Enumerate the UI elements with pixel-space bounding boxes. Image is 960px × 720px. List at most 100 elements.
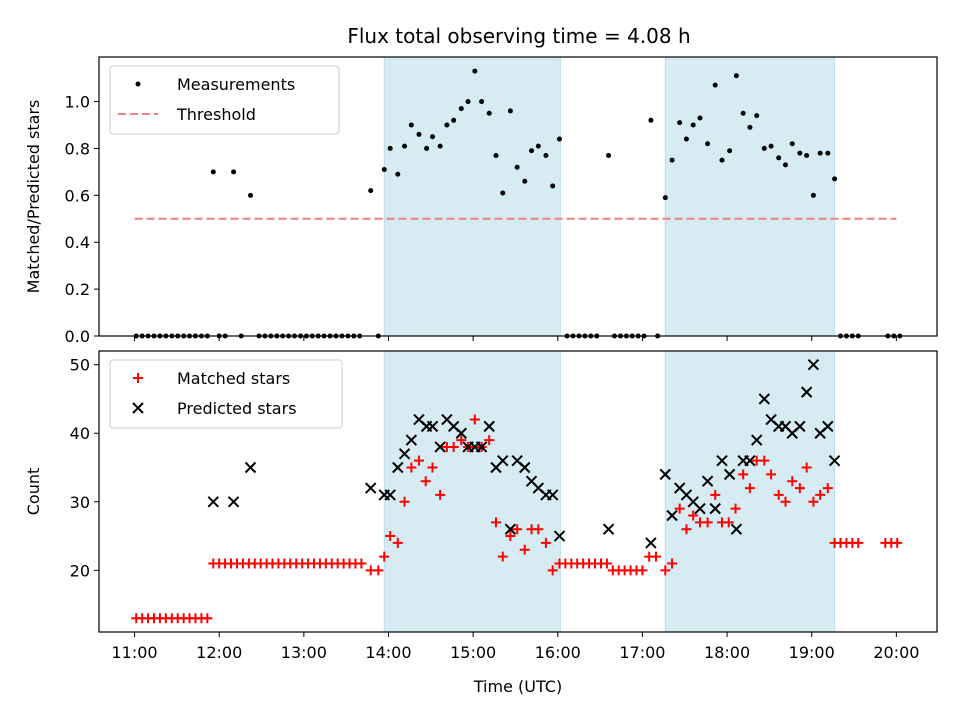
matched-star-point: [688, 510, 699, 521]
matched-star-point: [681, 524, 692, 535]
x-tick-label: 16:00: [535, 643, 581, 662]
predicted-star-point: [475, 441, 488, 453]
predicted-star-point: [392, 461, 404, 474]
matched-star-point: [794, 483, 805, 494]
matched-star-point: [373, 565, 384, 576]
measurement-point: [733, 73, 739, 79]
matched-star-point: [667, 558, 678, 569]
matched-star-point: [787, 476, 798, 487]
x-tick-label: 15:00: [450, 643, 496, 662]
matched-star-point: [448, 441, 459, 452]
measurement-point: [424, 145, 430, 151]
matched-star-point: [413, 455, 424, 466]
measurement-point: [529, 148, 535, 154]
measurement-point: [776, 155, 782, 161]
measurement-point: [543, 152, 549, 158]
matched-star-point: [892, 537, 903, 548]
predicted-star-point: [553, 530, 566, 542]
predicted-star-point: [207, 496, 219, 508]
legend-label: Matched stars: [177, 369, 290, 388]
matched-star-point: [399, 496, 410, 507]
measurement-point: [479, 99, 485, 105]
x-tick-label: 20:00: [873, 643, 919, 662]
predicted-star-point: [455, 427, 467, 439]
x-tick-label: 17:00: [619, 643, 665, 662]
measurement-point: [514, 164, 520, 170]
predicted-star-point: [730, 523, 743, 535]
matched-star-point: [773, 489, 784, 500]
predicted-star-point: [497, 454, 509, 467]
matched-star-point: [744, 483, 755, 494]
matched-star-point: [427, 462, 438, 473]
legend-label: Measurements: [177, 75, 295, 94]
measurement-point: [402, 143, 408, 149]
matched-star-point: [710, 489, 721, 500]
matched-star-point: [660, 565, 671, 576]
top-panel: 0.0 0.2 0.4 0.6 0.8 1.0 Matched/Predicted star…: [24, 56, 938, 346]
matched-star-point: [702, 517, 713, 528]
legend: Matched stars Predicted stars: [109, 359, 343, 429]
predicted-star-point: [701, 475, 714, 487]
measurement-point: [797, 150, 803, 156]
measurement-point: [444, 122, 450, 128]
measurement-point: [832, 176, 838, 182]
x-tick-label: 11:00: [111, 643, 157, 662]
legend-box: [109, 65, 340, 135]
measurement-point: [683, 136, 689, 142]
matched-star-point: [853, 537, 864, 548]
measurement-point: [472, 68, 478, 74]
bottom-panel: 20 30 40 50 11:00 12:00 13:00 14:00 15:00 16:00 17…: [24, 350, 938, 696]
measurement-point: [416, 131, 422, 137]
matched-star-point: [356, 558, 367, 569]
measurement-point: [556, 136, 562, 142]
y-axis-label: Count: [24, 468, 43, 516]
y-tick-label: 50: [70, 356, 90, 375]
matched-star-point: [385, 531, 396, 542]
predicted-star-point: [716, 454, 728, 467]
shaded-region-1: [383, 56, 561, 337]
measurement-point: [719, 157, 725, 163]
measurement-point: [789, 141, 795, 147]
measurement-point: [810, 192, 816, 198]
matched-star-point: [723, 517, 734, 528]
measurement-point: [817, 150, 823, 156]
predicted-star-point: [546, 489, 559, 501]
measurement-point: [761, 145, 767, 151]
measurement-point: [782, 162, 788, 168]
predicted-star-point: [723, 468, 736, 481]
y-tick-label: 0.6: [65, 186, 90, 205]
measurement-point: [408, 122, 414, 128]
y-tick-label: 0.2: [65, 280, 90, 299]
measurement-point: [451, 117, 457, 123]
x-tick-label: 19:00: [789, 643, 835, 662]
matched-star-point: [637, 565, 648, 576]
series-measurements: [133, 68, 903, 339]
shaded-region-2: [664, 56, 836, 337]
y-tick-label: 0.0: [65, 327, 90, 346]
matched-star-point: [674, 503, 685, 514]
x-tick-label: 13:00: [281, 643, 327, 662]
matched-star-point: [547, 565, 558, 576]
measurement-point: [712, 82, 718, 88]
matched-star-point: [202, 613, 213, 624]
measurement-point: [430, 134, 436, 140]
matched-star-point: [512, 524, 523, 535]
matched-star-point: [738, 469, 749, 480]
matched-star-point: [379, 551, 390, 562]
measurement-point: [677, 120, 683, 126]
measurement-point: [727, 148, 733, 154]
predicted-star-point: [807, 358, 820, 371]
y-tick-label: 1.0: [65, 93, 90, 112]
predicted-star-point: [384, 489, 396, 501]
predicted-star-point: [659, 468, 671, 481]
predicted-star-point: [434, 441, 446, 453]
legend-box: [109, 359, 343, 429]
measurement-point: [754, 113, 760, 119]
predicted-star-point: [750, 434, 763, 446]
predicted-star-point: [794, 420, 806, 433]
legend-measurements-marker: [135, 81, 141, 87]
shaded-region-1: [383, 350, 561, 633]
measurement-point: [606, 152, 612, 158]
predicted-star-point: [519, 461, 531, 474]
x-tick-label: 12:00: [196, 643, 242, 662]
